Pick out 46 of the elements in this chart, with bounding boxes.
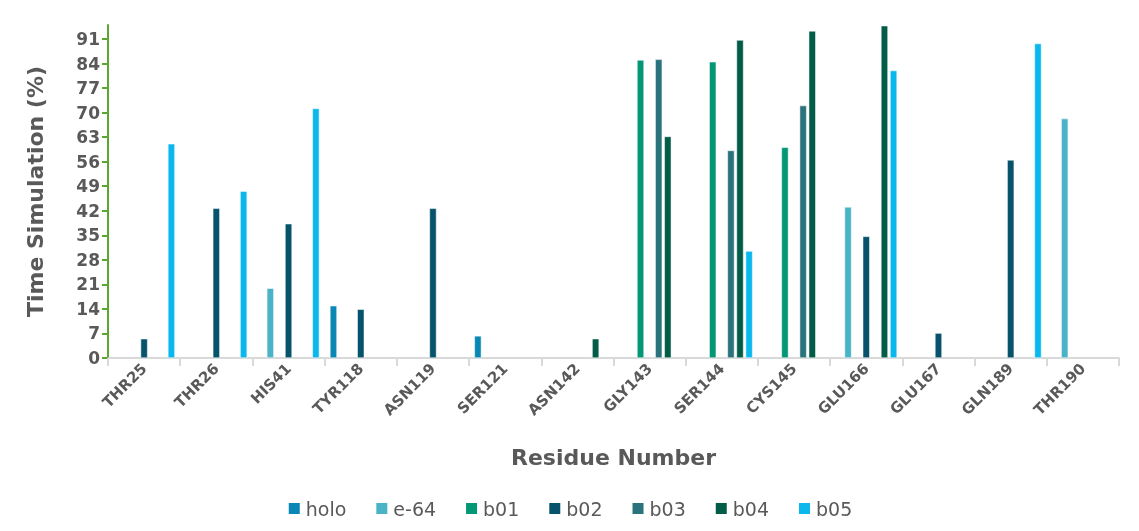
bar [212, 208, 220, 358]
bar [781, 147, 789, 358]
y-tick-label: 56 [76, 151, 100, 172]
bar [844, 206, 852, 358]
y-tick-label: 70 [76, 102, 101, 123]
bar [357, 309, 365, 358]
bar [709, 61, 717, 358]
bar [862, 236, 870, 358]
bar [592, 338, 600, 358]
legend-label: holo [305, 497, 347, 520]
legend-label: b04 [732, 497, 770, 520]
y-tick-label: 28 [76, 249, 100, 270]
y-tick-label: 77 [76, 78, 100, 99]
y-tick-label: 42 [76, 200, 100, 221]
bar [240, 191, 248, 358]
bar [1034, 43, 1042, 358]
bar [285, 223, 293, 358]
y-tick-label: 63 [76, 127, 100, 148]
legend-label: b01 [483, 497, 520, 520]
y-tick-label: 14 [76, 298, 101, 319]
bar [167, 143, 175, 358]
y-tick-label: 35 [76, 225, 100, 246]
y-axis-title: Time Simulation (%) [22, 65, 48, 318]
x-axis-title: Residue Number [510, 444, 717, 470]
y-tick-label: 84 [76, 53, 101, 74]
legend-label: e-64 [393, 497, 437, 520]
bar [312, 108, 320, 358]
bar [429, 208, 437, 358]
bar [637, 60, 645, 358]
y-tick-label: 7 [88, 323, 100, 344]
y-tick-label: 0 [88, 348, 101, 368]
y-tick-label: 49 [76, 176, 100, 197]
bar [140, 338, 148, 358]
legend-label: b03 [649, 497, 686, 520]
bar [1061, 118, 1069, 358]
y-tick-label: 91 [76, 29, 100, 50]
bar [1007, 159, 1015, 358]
bar [329, 305, 337, 358]
legend-label: b02 [566, 497, 603, 520]
bar [890, 70, 898, 358]
bar [880, 25, 888, 358]
bar [474, 335, 482, 358]
y-tick-label: 21 [76, 274, 100, 295]
bar [266, 288, 274, 358]
bar [934, 333, 942, 358]
legend-label: b05 [816, 497, 853, 520]
